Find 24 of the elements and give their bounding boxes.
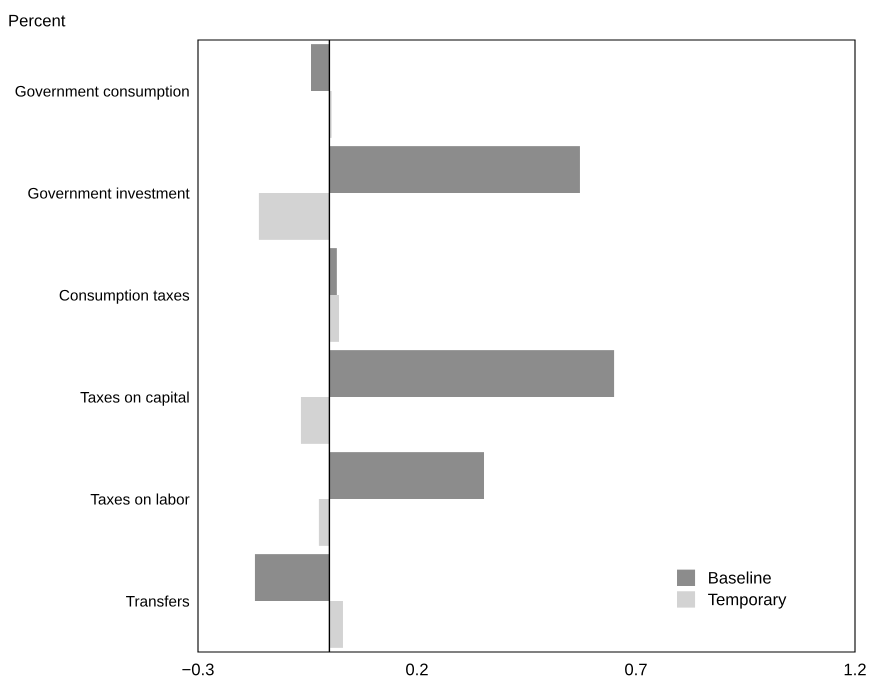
x-tick-label: 0.2 [406,664,428,676]
bar [258,193,330,240]
y-tick-label: Consumption taxes [60,289,190,304]
x-tick-label: 0.7 [625,664,647,676]
bar [254,554,330,601]
bar [311,44,330,91]
bar [329,601,343,648]
bar [329,350,614,397]
y-tick-label: Taxes on labor [90,493,190,505]
legend-label: Temporary [708,594,786,609]
bar [329,248,337,295]
x-tick-label: −0.3 [182,664,214,676]
x-tick-label: 1.2 [844,664,866,676]
y-tick-label: Government investment [28,187,190,199]
legend-label: Baseline [709,571,771,584]
y-tick-label: Taxes on capital [80,391,189,406]
y-axis-title: Percent [9,14,66,26]
bar [318,499,330,546]
y-tick-label: Transfers [126,595,190,607]
bar [300,397,330,444]
y-tick-label: Government consumption [16,85,189,100]
bar [329,146,580,193]
bar [329,452,484,499]
bar [329,295,340,342]
